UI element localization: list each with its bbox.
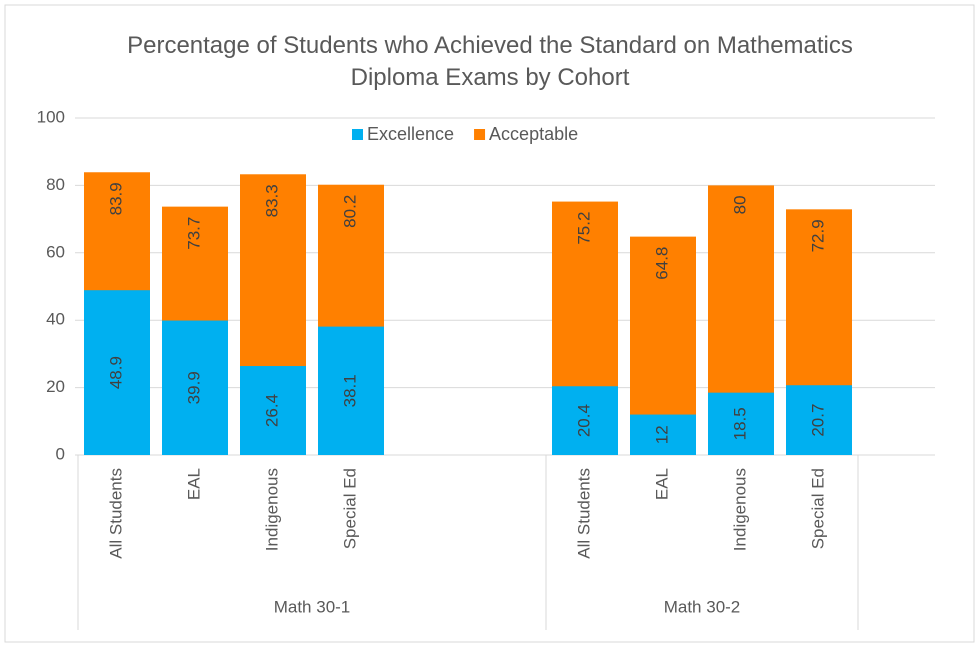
y-tick-label: 20 (46, 377, 65, 396)
bar (318, 326, 384, 455)
x-tick-label: Indigenous (730, 468, 749, 551)
x-tick-label: All Students (574, 468, 593, 559)
x-tick-label: Special Ed (340, 468, 359, 549)
group-label: Math 30-1 (274, 597, 351, 616)
legend-label: Acceptable (489, 124, 578, 144)
legend-label: Excellence (367, 124, 454, 144)
legend: Excellence Acceptable (340, 121, 660, 149)
legend-swatch (474, 129, 486, 140)
y-tick-label: 100 (37, 107, 65, 126)
data-label: 72.9 (808, 219, 827, 252)
x-tick-label: Special Ed (808, 468, 827, 549)
data-label: 48.9 (106, 356, 125, 389)
data-label: 75.2 (574, 212, 593, 245)
y-tick-label: 80 (46, 175, 65, 194)
bar (552, 386, 618, 455)
x-tick-label: EAL (184, 468, 203, 500)
data-label: 64.8 (652, 247, 671, 280)
y-tick-label: 60 (46, 242, 65, 261)
y-tick-label: 40 (46, 310, 65, 329)
bar (786, 385, 852, 455)
data-label: 20.4 (574, 404, 593, 437)
legend-bg (340, 121, 660, 149)
data-label: 83.3 (262, 184, 281, 217)
data-label: 73.7 (184, 217, 203, 250)
data-label: 20.7 (808, 404, 827, 437)
data-label: 26.4 (262, 394, 281, 427)
bar (630, 414, 696, 455)
group-label: Math 30-2 (664, 597, 741, 616)
data-label: 12 (652, 425, 671, 444)
x-tick-label: EAL (652, 468, 671, 500)
chart-title: Percentage of Students who Achieved the … (127, 32, 853, 91)
data-label: 80.2 (340, 195, 359, 228)
bar (84, 290, 150, 455)
data-label: 18.5 (730, 407, 749, 440)
bar (240, 366, 306, 455)
legend-swatch (352, 129, 363, 140)
x-tick-label: Indigenous (262, 468, 281, 551)
bar (708, 392, 774, 455)
data-label: 38.1 (340, 374, 359, 407)
data-label: 39.9 (184, 371, 203, 404)
data-label: 80 (730, 195, 749, 214)
bar (162, 320, 228, 455)
data-label: 83.9 (106, 182, 125, 215)
y-tick-label: 0 (56, 444, 65, 463)
x-tick-label: All Students (106, 468, 125, 559)
